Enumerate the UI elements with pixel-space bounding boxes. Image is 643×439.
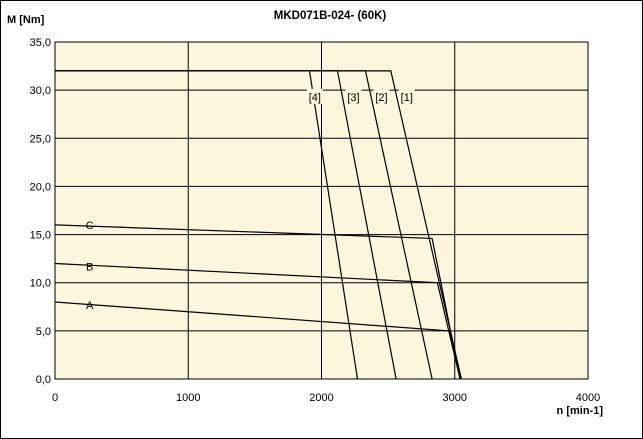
annotation-layer: [1] [2] [3] [4] C B A — [86, 88, 415, 312]
y-tick-label: 35,0 — [30, 37, 51, 49]
curve-label-box — [345, 88, 362, 104]
y-tick-label: 30,0 — [30, 85, 51, 97]
curve-label-box — [306, 88, 323, 104]
curve-label: [3] — [347, 92, 359, 104]
x-tick-label: 3000 — [443, 392, 467, 404]
curve-label: A — [86, 300, 94, 312]
curve-label: [2] — [375, 92, 387, 104]
y-axis-title: M [Nm] — [7, 14, 45, 26]
curve-label-box — [373, 88, 390, 104]
x-tick-label: 2000 — [309, 392, 333, 404]
y-tick-label: 25,0 — [30, 133, 51, 145]
y-tick-label: 5,0 — [36, 326, 51, 338]
curve-label: [1] — [401, 92, 413, 104]
grid — [54, 41, 589, 380]
series-line — [54, 224, 461, 380]
tick-labels: 0,0 5,0 10,0 15,0 20,0 25,0 30,0 35,0 0 1000 2000 3… — [30, 37, 601, 404]
curve-label: [4] — [309, 92, 321, 104]
series-layer — [54, 70, 462, 380]
x-tick-label: 0 — [52, 392, 58, 404]
y-tick-label: 15,0 — [30, 230, 51, 242]
curve-label: C — [86, 220, 94, 232]
x-axis-title: n [min-1] — [557, 405, 604, 417]
x-tick-label: 4000 — [576, 392, 600, 404]
y-tick-label: 20,0 — [30, 181, 51, 193]
curve-label-box — [398, 88, 415, 104]
chart-title: MKD071B-024- (60K) — [274, 10, 387, 22]
series-line — [54, 301, 461, 380]
x-tick-label: 1000 — [176, 392, 200, 404]
y-tick-label: 0,0 — [36, 374, 51, 386]
series-line — [55, 70, 359, 380]
curve-label: B — [86, 261, 93, 273]
y-tick-label: 10,0 — [30, 278, 51, 290]
